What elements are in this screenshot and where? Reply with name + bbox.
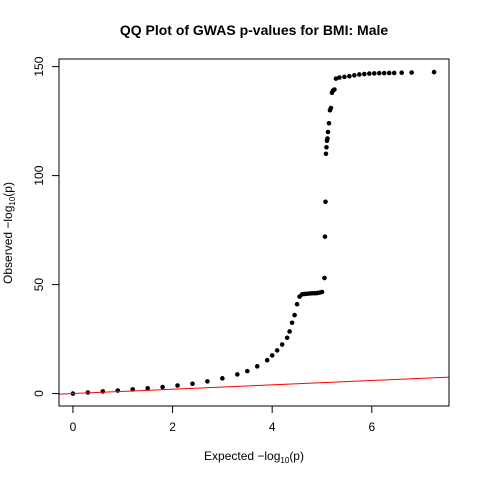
- y-tick-label: 100: [32, 165, 46, 185]
- data-point: [376, 70, 382, 76]
- data-point: [333, 76, 339, 81]
- data-point: [409, 70, 414, 75]
- data-point: [100, 389, 106, 394]
- data-point: [352, 73, 357, 78]
- data-point: [347, 73, 352, 79]
- x-tick-label: 2: [169, 420, 176, 434]
- x-axis-label: Expected −log10(p): [204, 449, 304, 465]
- data-point: [371, 71, 377, 76]
- data-point: [294, 301, 300, 307]
- data-point: [362, 71, 367, 77]
- data-point: [160, 384, 165, 390]
- y-tick-label: 50: [32, 278, 46, 292]
- y-axis-label: Observed −log10(p): [1, 182, 17, 284]
- data-point: [323, 151, 329, 157]
- data-point: [399, 70, 404, 76]
- data-point: [284, 335, 290, 341]
- y-tick-label: 0: [32, 390, 46, 397]
- y-axis-label-subscript: 10: [8, 196, 17, 205]
- chart-title: QQ Plot of GWAS p-values for BMI: Male: [120, 22, 389, 38]
- data-point: [287, 329, 292, 334]
- plot-frame: [58, 58, 450, 407]
- x-tick-label: 4: [269, 420, 276, 434]
- data-point: [322, 275, 327, 281]
- reference-line: [58, 376, 450, 395]
- data-point: [357, 72, 362, 77]
- y-axis-label-prefix: Observed −log: [1, 206, 15, 284]
- data-point: [274, 348, 280, 353]
- x-axis-label-subscript: 10: [280, 456, 289, 465]
- data-point: [381, 70, 387, 76]
- data-point: [326, 121, 332, 126]
- data-point: [386, 70, 392, 76]
- data-point: [337, 75, 342, 80]
- data-point: [145, 386, 150, 391]
- x-tick-label: 6: [368, 420, 375, 434]
- data-point: [322, 234, 328, 239]
- data-point: [244, 368, 250, 374]
- data-point: [269, 353, 275, 358]
- data-point: [264, 357, 270, 363]
- data-point: [328, 105, 334, 111]
- data-point: [292, 312, 297, 318]
- data-point: [175, 383, 180, 388]
- x-axis: 0 2 4 6: [70, 406, 375, 434]
- data-point: [319, 289, 325, 295]
- y-axis-label-suffix: (p): [1, 182, 15, 197]
- data-point: [220, 376, 225, 381]
- data-point: [324, 144, 329, 150]
- data-point: [367, 71, 372, 76]
- data-point: [325, 129, 331, 135]
- y-tick-label: 150: [32, 56, 46, 76]
- data-point: [289, 320, 295, 326]
- y-axis: 0 50 100 150: [32, 56, 59, 397]
- data-point: [190, 381, 195, 387]
- data-point: [205, 379, 210, 384]
- data-points: [70, 69, 437, 396]
- data-point: [279, 342, 285, 347]
- data-point: [323, 199, 328, 205]
- data-point: [235, 372, 240, 377]
- data-point: [254, 364, 260, 369]
- x-axis-label-suffix: (p): [289, 449, 304, 463]
- data-point: [325, 136, 330, 141]
- data-point: [391, 70, 397, 76]
- x-tick-label: 0: [70, 420, 77, 434]
- x-axis-label-prefix: Expected −log: [204, 449, 280, 463]
- data-point: [342, 74, 347, 80]
- data-point: [332, 87, 337, 92]
- data-point: [431, 69, 437, 75]
